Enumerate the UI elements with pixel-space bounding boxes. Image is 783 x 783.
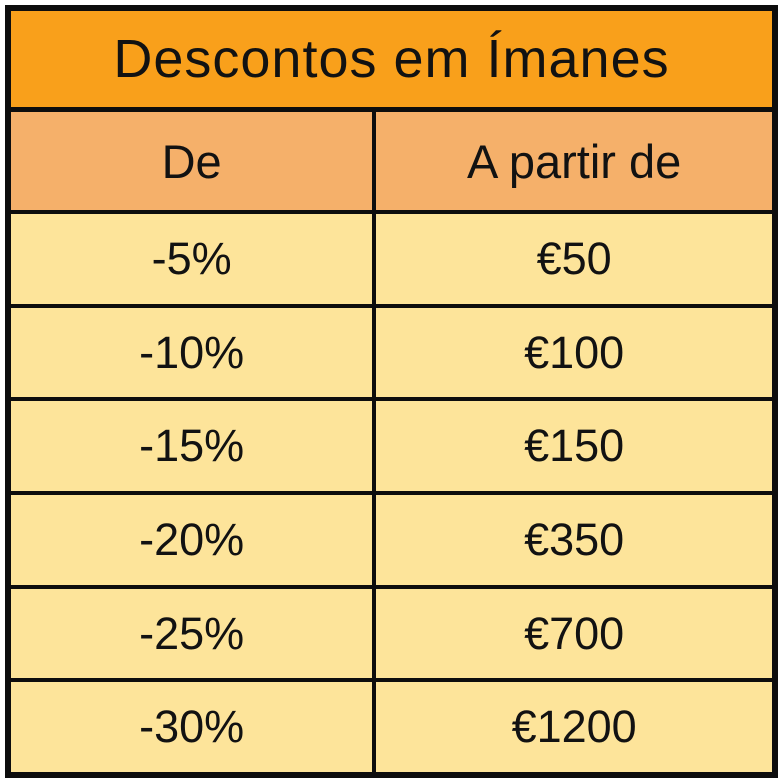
discount-cell: -10% [11, 307, 377, 398]
threshold-cell: €50 [536, 232, 612, 284]
table-row: -20% €350 [11, 495, 772, 589]
discount-table: Descontos em Ímanes De A partir de -5% €… [5, 5, 778, 778]
discount-cell: -15% [11, 401, 377, 492]
column-header-de: De [11, 112, 377, 210]
table-row: -15% €150 [11, 401, 772, 496]
threshold-cell: €700 [524, 607, 625, 659]
table-header-row: De A partir de [11, 112, 772, 214]
threshold-cell: €100 [524, 326, 625, 378]
table-row: -30% €1200 [11, 682, 772, 773]
table-row: -5% €50 [11, 214, 772, 308]
threshold-cell: €150 [524, 420, 625, 472]
table-title-row: Descontos em Ímanes [11, 11, 772, 112]
table-row: -10% €100 [11, 307, 772, 402]
column-header-a-partir-de: A partir de [467, 134, 682, 188]
table-row: -25% €700 [11, 588, 772, 683]
discount-cell: -20% [11, 495, 377, 585]
threshold-cell: €350 [524, 513, 625, 565]
discount-cell: -5% [11, 214, 377, 304]
discount-cell: -30% [11, 682, 377, 773]
table-title: Descontos em Ímanes [113, 29, 670, 89]
discount-cell: -25% [11, 588, 377, 679]
threshold-cell: €1200 [511, 701, 637, 753]
